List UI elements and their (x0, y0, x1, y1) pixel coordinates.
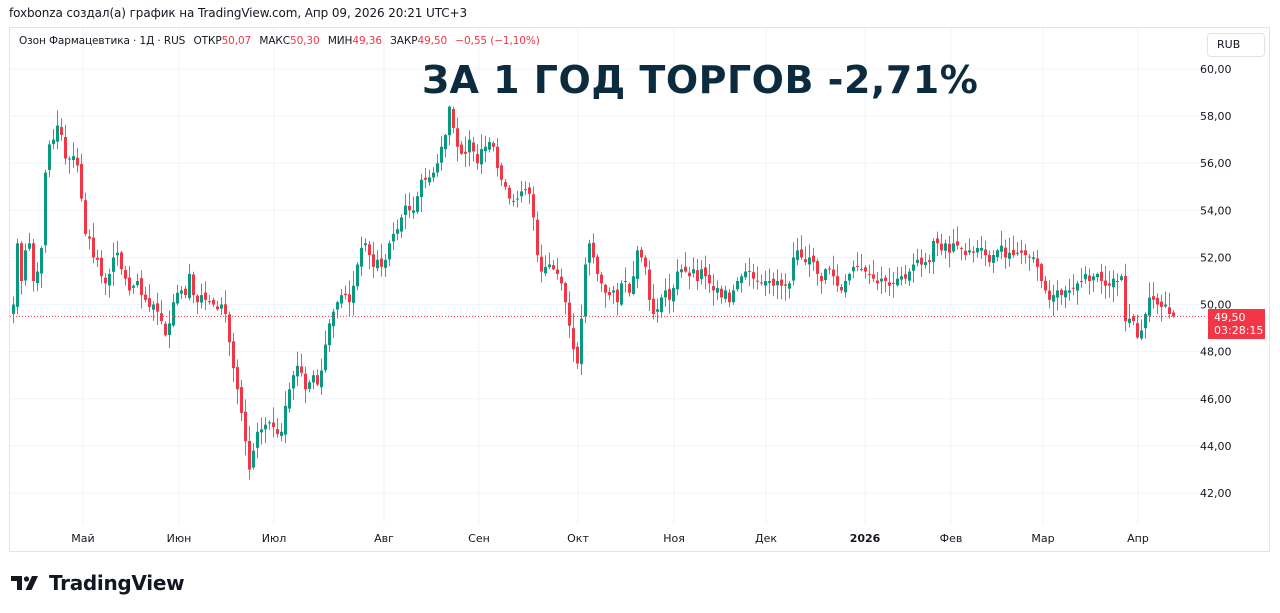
time-axis[interactable]: Май Июн Июл Авг Сен Окт Ноя Дек 2026 Фев Мар Апр (71, 532, 1149, 545)
chart-credit: foxbonza создал(а) график на TradingView… (9, 6, 468, 20)
high-label: МАКС (259, 35, 291, 47)
price-tick-label: 52,00 (1200, 251, 1232, 264)
price-tick-label: 50,00 (1200, 299, 1232, 312)
time-tick-label: Июл (262, 532, 287, 545)
time-tick-label: Ноя (663, 532, 685, 545)
price-tick-label: 58,00 (1200, 110, 1232, 123)
time-tick-label: Фев (940, 532, 963, 545)
last-price-tag: 49,50 03:28:15 (1208, 309, 1265, 339)
close-value: 49,50 (417, 35, 448, 47)
price-tick-label: 48,00 (1200, 346, 1232, 359)
low-value: 49,36 (352, 35, 382, 47)
price-axis[interactable]: 60,00 58,00 56,00 54,00 52,00 50,00 48,00 46,00… (1200, 63, 1232, 500)
price-tick-label: 46,00 (1200, 393, 1232, 406)
time-tick-label: Апр (1127, 532, 1149, 545)
candlestick-chart[interactable]: 60,00 58,00 56,00 54,00 52,00 50,00 48,00 46,00… (10, 28, 1269, 551)
time-tick-label: Авг (374, 532, 394, 545)
symbol-name[interactable]: Озон Фармацевтика · 1Д · RUS (19, 35, 186, 47)
tradingview-logo-icon (11, 576, 38, 590)
time-tick-label: Дек (755, 532, 777, 545)
time-tick-label: Июн (167, 532, 192, 545)
high-value: 50,30 (290, 35, 320, 47)
last-price: 49,50 (1214, 311, 1246, 324)
open-value: 50,07 (221, 35, 252, 47)
bar-countdown: 03:28:15 (1214, 324, 1264, 337)
time-tick-label: Окт (567, 532, 589, 545)
time-tick-label: Сен (468, 532, 490, 545)
time-tick-label: Май (71, 532, 94, 545)
change-value: −0,55 (−1,10%) (455, 35, 540, 47)
time-tick-label: 2026 (850, 532, 881, 545)
headline-annotation: ЗА 1 ГОД ТОРГОВ -2,71% (422, 58, 979, 102)
open-label: ОТКР (193, 35, 222, 47)
price-tick-label: 42,00 (1200, 487, 1232, 500)
price-tick-label: 44,00 (1200, 440, 1232, 453)
chart-frame (9, 27, 1270, 552)
price-tick-label: 54,00 (1200, 204, 1232, 217)
time-tick-label: Мар (1031, 532, 1054, 545)
price-tick-label: 60,00 (1200, 63, 1232, 76)
candles (12, 105, 1175, 480)
tradingview-logo[interactable]: TradingView (11, 571, 185, 595)
brand-name: TradingView (49, 571, 185, 595)
close-label: ЗАКР (390, 35, 418, 47)
price-tick-label: 56,00 (1200, 157, 1232, 170)
currency-button[interactable]: RUB (1207, 33, 1265, 57)
low-label: МИН (327, 35, 353, 47)
symbol-legend: Озон Фармацевтика · 1Д · RUS ОТКР50,07 М… (19, 35, 540, 47)
